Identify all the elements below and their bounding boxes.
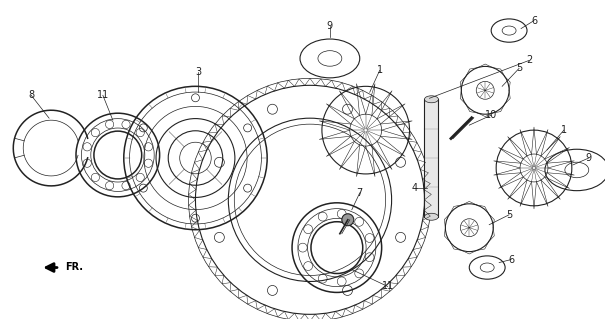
Text: 5: 5 xyxy=(506,210,512,220)
Ellipse shape xyxy=(424,213,438,220)
Text: 8: 8 xyxy=(28,90,35,100)
Text: FR.: FR. xyxy=(65,261,83,272)
Text: 11: 11 xyxy=(97,90,109,100)
Text: 3: 3 xyxy=(195,68,202,77)
Text: 6: 6 xyxy=(508,255,514,265)
Text: 5: 5 xyxy=(516,63,522,73)
Text: 1: 1 xyxy=(561,125,567,135)
Text: 4: 4 xyxy=(411,183,418,193)
FancyArrowPatch shape xyxy=(46,264,57,271)
Text: 1: 1 xyxy=(376,65,383,76)
Text: 9: 9 xyxy=(327,20,333,31)
Bar xyxy=(424,99,438,217)
Circle shape xyxy=(342,214,354,226)
Text: 9: 9 xyxy=(585,153,592,163)
Ellipse shape xyxy=(424,96,438,103)
Text: 11: 11 xyxy=(382,282,394,292)
Text: 7: 7 xyxy=(356,188,363,198)
Text: 10: 10 xyxy=(485,110,498,120)
Text: 2: 2 xyxy=(526,55,532,65)
Text: 6: 6 xyxy=(531,16,537,26)
